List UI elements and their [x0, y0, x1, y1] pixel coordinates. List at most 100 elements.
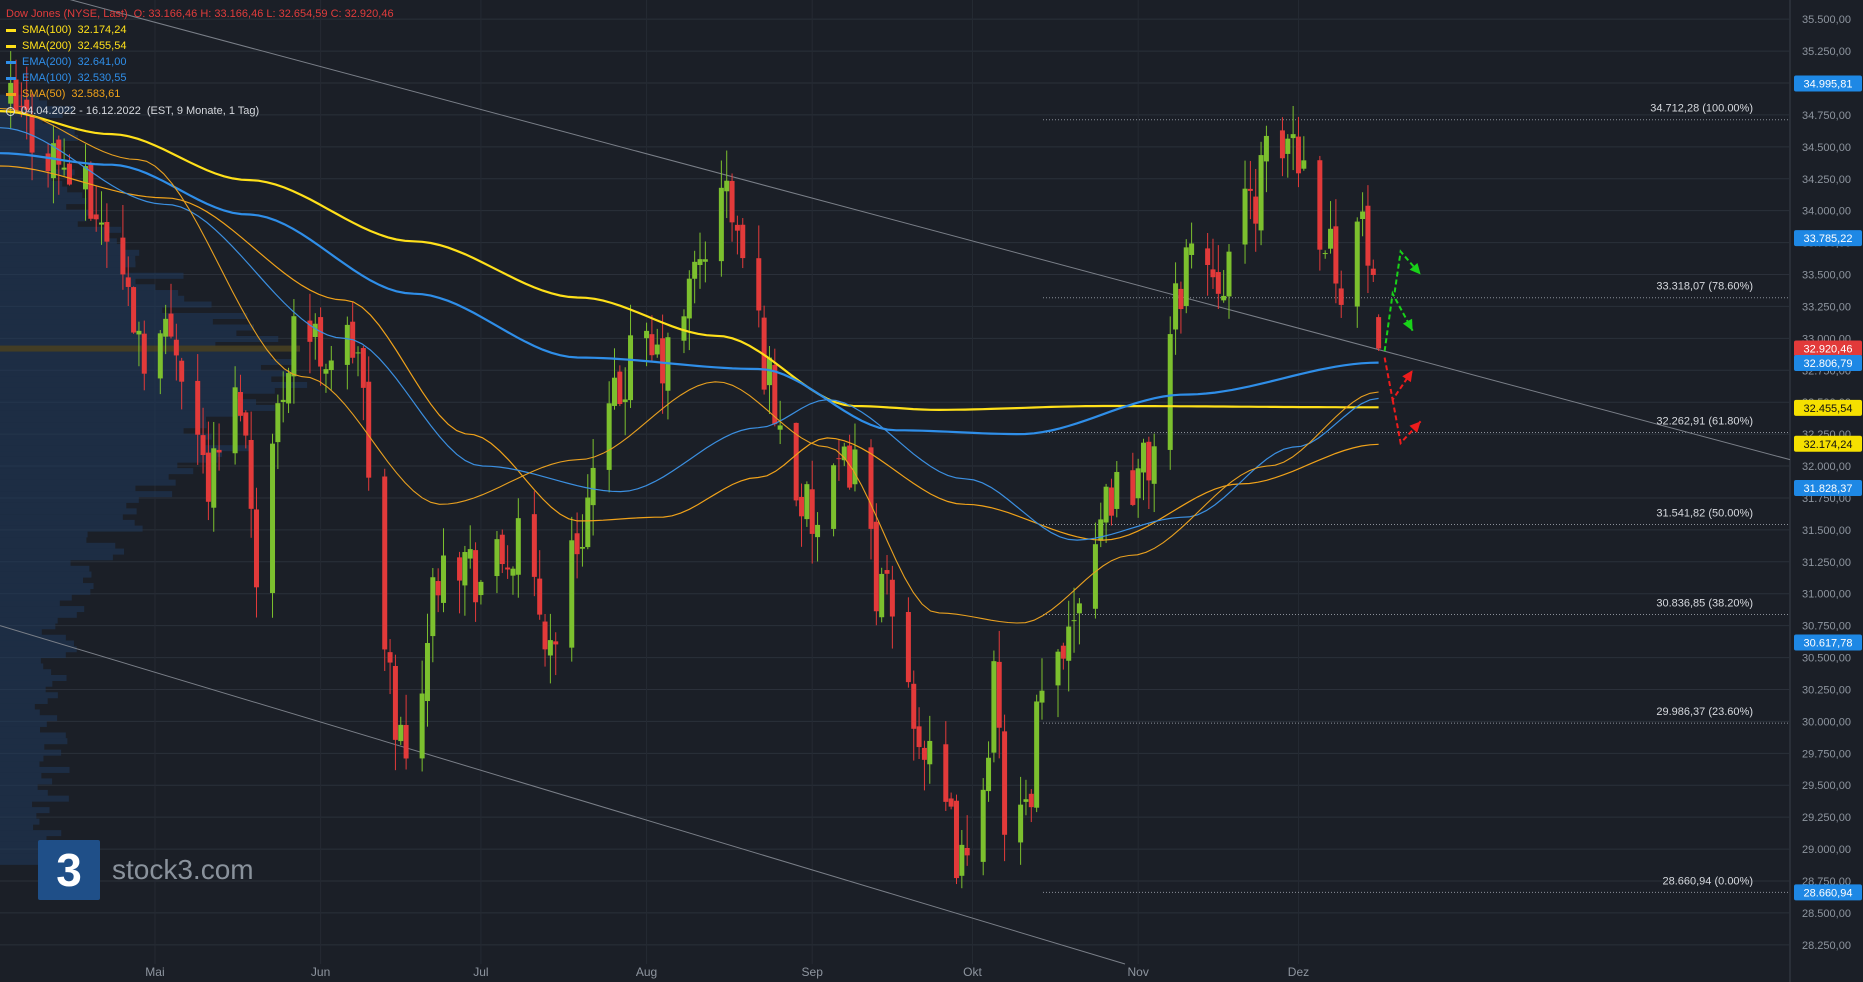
candle — [649, 315, 655, 361]
candle-body — [606, 403, 612, 470]
candle-body — [61, 167, 67, 170]
scenario-arrows — [1383, 249, 1422, 446]
volume-bar — [0, 347, 269, 354]
volume-bar — [0, 847, 51, 854]
candle — [622, 367, 628, 436]
x-tick-label: Dez — [1288, 965, 1309, 979]
price-badge-label: 32.806,79 — [1804, 358, 1853, 370]
volume-bar — [0, 761, 40, 768]
candle — [131, 286, 137, 334]
candle — [692, 250, 698, 304]
price-badge-bg — [1794, 435, 1862, 452]
candle — [403, 694, 409, 770]
candle — [991, 650, 997, 763]
candle-body — [457, 557, 463, 581]
candle — [1205, 233, 1211, 296]
y-tick-label: 30.250,00 — [1802, 684, 1851, 696]
candle-body — [462, 552, 468, 586]
candle-body — [718, 187, 724, 262]
price-badge-label: 32.455,54 — [1804, 403, 1853, 415]
candle-body — [1183, 247, 1189, 306]
candle — [1333, 199, 1339, 304]
candle — [179, 357, 185, 410]
volume-bar — [0, 186, 68, 193]
candle-body — [740, 224, 746, 259]
candle-body — [18, 105, 24, 107]
candle-body — [141, 333, 147, 374]
volume-bar — [0, 192, 83, 199]
candle-body — [168, 313, 174, 337]
price-badge: 33.785,22 — [1794, 230, 1862, 247]
range-note: (EST, 9 Monate, 1 Tag) — [146, 105, 260, 117]
volume-bar — [0, 404, 275, 411]
volume-bar — [0, 703, 35, 710]
candle — [382, 468, 388, 671]
y-tick-label: 30.000,00 — [1802, 716, 1851, 728]
legend-item[interactable]: SMA(100) 32.174,24 — [6, 22, 394, 38]
candle-body — [1215, 272, 1221, 294]
candle-body — [82, 166, 88, 190]
legend-name: EMA(200) — [22, 56, 72, 68]
volume-bar — [0, 473, 169, 480]
candle — [569, 516, 575, 662]
volume-bar — [0, 709, 40, 716]
candle-body — [1210, 269, 1216, 278]
price-badge: 32.174,24 — [1794, 435, 1862, 452]
candle — [515, 498, 521, 598]
moving-average-line — [0, 110, 1379, 412]
candle-body — [515, 518, 521, 575]
legend-swatch — [6, 28, 16, 32]
candle — [1360, 192, 1366, 237]
candle — [702, 241, 708, 283]
candle — [104, 203, 110, 268]
candle — [815, 512, 821, 562]
volume-bar — [0, 313, 248, 320]
volume-bar — [0, 726, 41, 733]
candle — [424, 613, 430, 727]
candle — [205, 421, 211, 521]
volume-bar — [0, 358, 296, 365]
candle — [1226, 244, 1232, 319]
candle-body — [1328, 228, 1334, 249]
candle — [1317, 155, 1323, 271]
volume-bar — [0, 548, 125, 555]
price-badge-bg — [1794, 230, 1862, 247]
candle-body — [884, 570, 890, 574]
price-badge-bg — [1794, 479, 1862, 496]
candle — [574, 512, 580, 579]
volume-bar — [0, 657, 41, 664]
y-tick-label: 33.250,00 — [1802, 301, 1851, 313]
chart-legend: Dow Jones (NYSE, Last) O: 33.166,46 H: 3… — [6, 6, 394, 119]
candle — [1370, 259, 1376, 283]
date-range[interactable]: 04.04.2022 - 16.12.2022 — [21, 105, 141, 117]
volume-bar — [0, 393, 235, 400]
legend-item[interactable]: SMA(50) 32.583,61 — [6, 86, 394, 102]
candle — [1002, 714, 1008, 862]
legend-item[interactable]: EMA(100) 32.530,55 — [6, 70, 394, 86]
volume-bar — [0, 680, 53, 687]
candle-body — [1279, 130, 1285, 159]
volume-bar — [0, 565, 90, 572]
candle-body — [1221, 295, 1227, 301]
candle — [473, 542, 479, 622]
candle — [884, 555, 890, 595]
instrument-name[interactable]: Dow Jones (NYSE, Last) — [6, 8, 128, 20]
legend-item[interactable]: SMA(200) 32.455,54 — [6, 38, 394, 54]
candle-body — [430, 577, 436, 637]
y-tick-label: 28.250,00 — [1802, 940, 1851, 952]
candle-body — [1338, 288, 1344, 305]
candle — [953, 794, 959, 885]
volume-bar — [0, 583, 94, 590]
candle — [809, 460, 815, 564]
candle-body — [1141, 442, 1147, 473]
volume-bar — [0, 307, 163, 314]
volume-bar — [0, 715, 58, 722]
candle-body — [45, 153, 51, 172]
volume-bar — [0, 697, 48, 704]
legend-item[interactable]: EMA(200) 32.641,00 — [6, 54, 394, 70]
candle-body — [435, 581, 441, 596]
candle — [398, 716, 404, 745]
candle — [270, 433, 276, 618]
